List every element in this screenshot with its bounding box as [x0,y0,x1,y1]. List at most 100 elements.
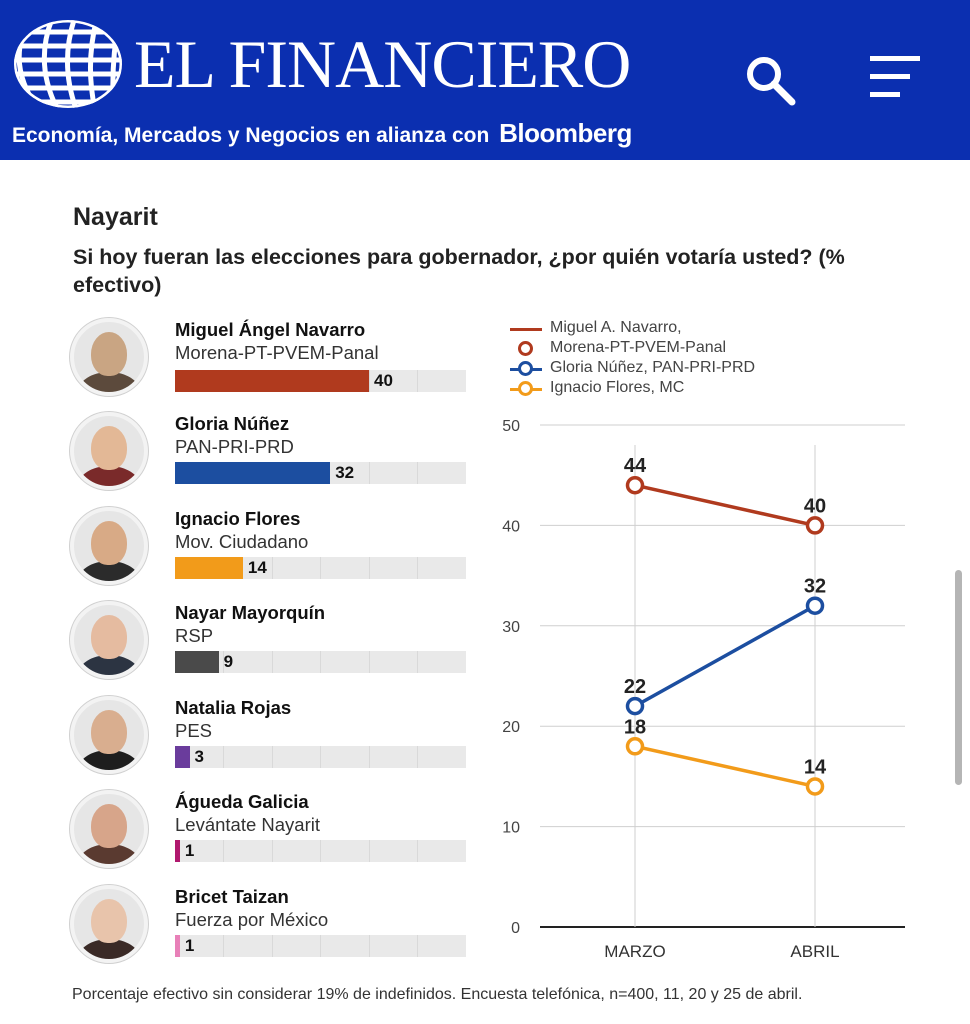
legend-label: Gloria Núñez, PAN-PRI-PRD [550,359,756,376]
candidate-photo-face [91,521,127,565]
candidate-name-text: Miguel Ángel Navarro [175,319,366,340]
data-point [805,596,825,615]
legend-item: Miguel A. Navarro, [510,318,755,338]
partner-name: Bloomberg [499,118,632,148]
candidate-row: Nayar Mayorquín RSP 9 [70,601,470,689]
line-chart-legend: Miguel A. Navarro, Morena-PT-PVEM-Panal Gl… [510,318,755,398]
candidate-row: Natalia Rojas PES 3 [70,696,470,784]
legend-marker-swatch [518,361,533,376]
legend-line-swatch [510,328,542,331]
candidate-photo-body [78,750,140,770]
candidate-party: RSP [175,625,214,646]
globe-logo-icon[interactable] [12,14,124,110]
tagline-text: Economía, Mercados y Negocios en alianza… [12,124,490,147]
bar-gridline [272,935,273,957]
bar-track: 14 [175,557,466,579]
scrollbar[interactable] [955,570,962,785]
candidate-photo-face [91,615,127,659]
candidate-photo-face [91,426,127,470]
candidate-photo [70,507,148,585]
data-point [805,777,825,796]
bar-gridline [417,557,418,579]
chart-state-title: Nayarit [73,203,158,231]
candidate-party: Morena-PT-PVEM-Panal [175,342,379,363]
candidate-bar [175,557,243,579]
brand-logo[interactable]: EL FINANCIERO [134,26,631,102]
bar-gridline [369,462,370,484]
candidate-name-text: Ignacio Flores [175,508,301,529]
data-point [625,737,645,756]
data-point [805,516,825,535]
bar-gridline [320,840,321,862]
bar-gridline [417,746,418,768]
footnote: Porcentaje efectivo sin considerar 19% d… [72,986,803,1003]
candidate-party: Fuerza por México [175,909,329,930]
bar-gridline [223,935,224,957]
candidate-photo-face [91,710,127,754]
candidate-photo [70,885,148,963]
bar-track: 32 [175,462,466,484]
legend-marker-swatch [518,381,533,396]
candidate-name: Bricet Taizan [175,885,475,908]
bar-gridline [369,840,370,862]
bar-value-label: 1 [184,841,195,860]
legend-label: Morena-PT-PVEM-Panal [550,339,727,356]
bar-gridline [223,651,224,673]
data-label: 40 [804,495,826,517]
y-tick-label: 0 [511,920,520,937]
candidate-row: Ignacio Flores Mov. Ciudadano 14 [70,507,470,595]
data-label: 22 [624,676,646,698]
x-tick-label: MARZO [604,942,665,961]
data-label: 18 [624,716,646,738]
candidate-bar [175,370,369,392]
site-header: EL FINANCIERO Economía, Mercados y Negoc… [0,0,970,160]
candidate-photo-body [78,466,140,486]
candidate-row: Gloria Núñez PAN-PRI-PRD 32 [70,412,470,500]
y-tick-label: 30 [502,619,520,636]
legend-label: Ignacio Flores, MC [550,379,685,396]
bar-gridline [320,935,321,957]
candidate-photo [70,412,148,490]
series-line [634,483,816,528]
candidate-row: Águeda Galicia Levántate Nayarit 1 [70,790,470,878]
bar-gridline [369,651,370,673]
search-icon[interactable] [742,52,798,108]
legend-label: Miguel A. Navarro, [550,319,682,336]
y-tick-label: 20 [502,719,520,736]
candidate-name: Ignacio Flores [175,507,475,530]
bar-gridline [272,746,273,768]
candidate-party: PAN-PRI-PRD [175,436,294,457]
bar-value-label: 3 [194,747,205,766]
bar-gridline [272,651,273,673]
candidate-photo-body [78,372,140,392]
candidate-photo-body [78,939,140,959]
bar-value-label: 32 [335,463,355,482]
hamburger-menu-icon[interactable] [866,54,922,102]
bar-value-label: 14 [247,558,267,577]
candidate-row: Miguel Ángel Navarro Morena-PT-PVEM-Panal… [70,318,470,406]
candidate-bar [175,935,180,957]
candidate-photo [70,696,148,774]
y-tick-label: 10 [502,820,520,837]
bar-track: 1 [175,840,466,862]
bar-gridline [417,462,418,484]
candidate-name-text: Águeda Galicia [175,791,309,812]
candidate-photo-body [78,655,140,675]
candidate-name-text: Natalia Rojas [175,697,292,718]
candidate-photo-face [91,899,127,943]
chart-question: Si hoy fueran las elecciones para gobern… [73,245,845,297]
candidate-name: Miguel Ángel Navarro [175,318,475,341]
tagline: Economía, Mercados y Negocios en alianza… [12,118,632,149]
y-tick-label: 40 [502,518,520,535]
candidate-photo-body [78,561,140,581]
bar-gridline [417,840,418,862]
bar-gridline [272,840,273,862]
bar-track: 1 [175,935,466,957]
legend-item: Ignacio Flores, MC [510,378,755,398]
bar-gridline [417,370,418,392]
legend-item-marker: Morena-PT-PVEM-Panal [510,338,755,358]
bar-track: 3 [175,746,466,768]
candidate-photo [70,601,148,679]
candidate-party: Levántate Nayarit [175,814,321,835]
bar-gridline [272,557,273,579]
